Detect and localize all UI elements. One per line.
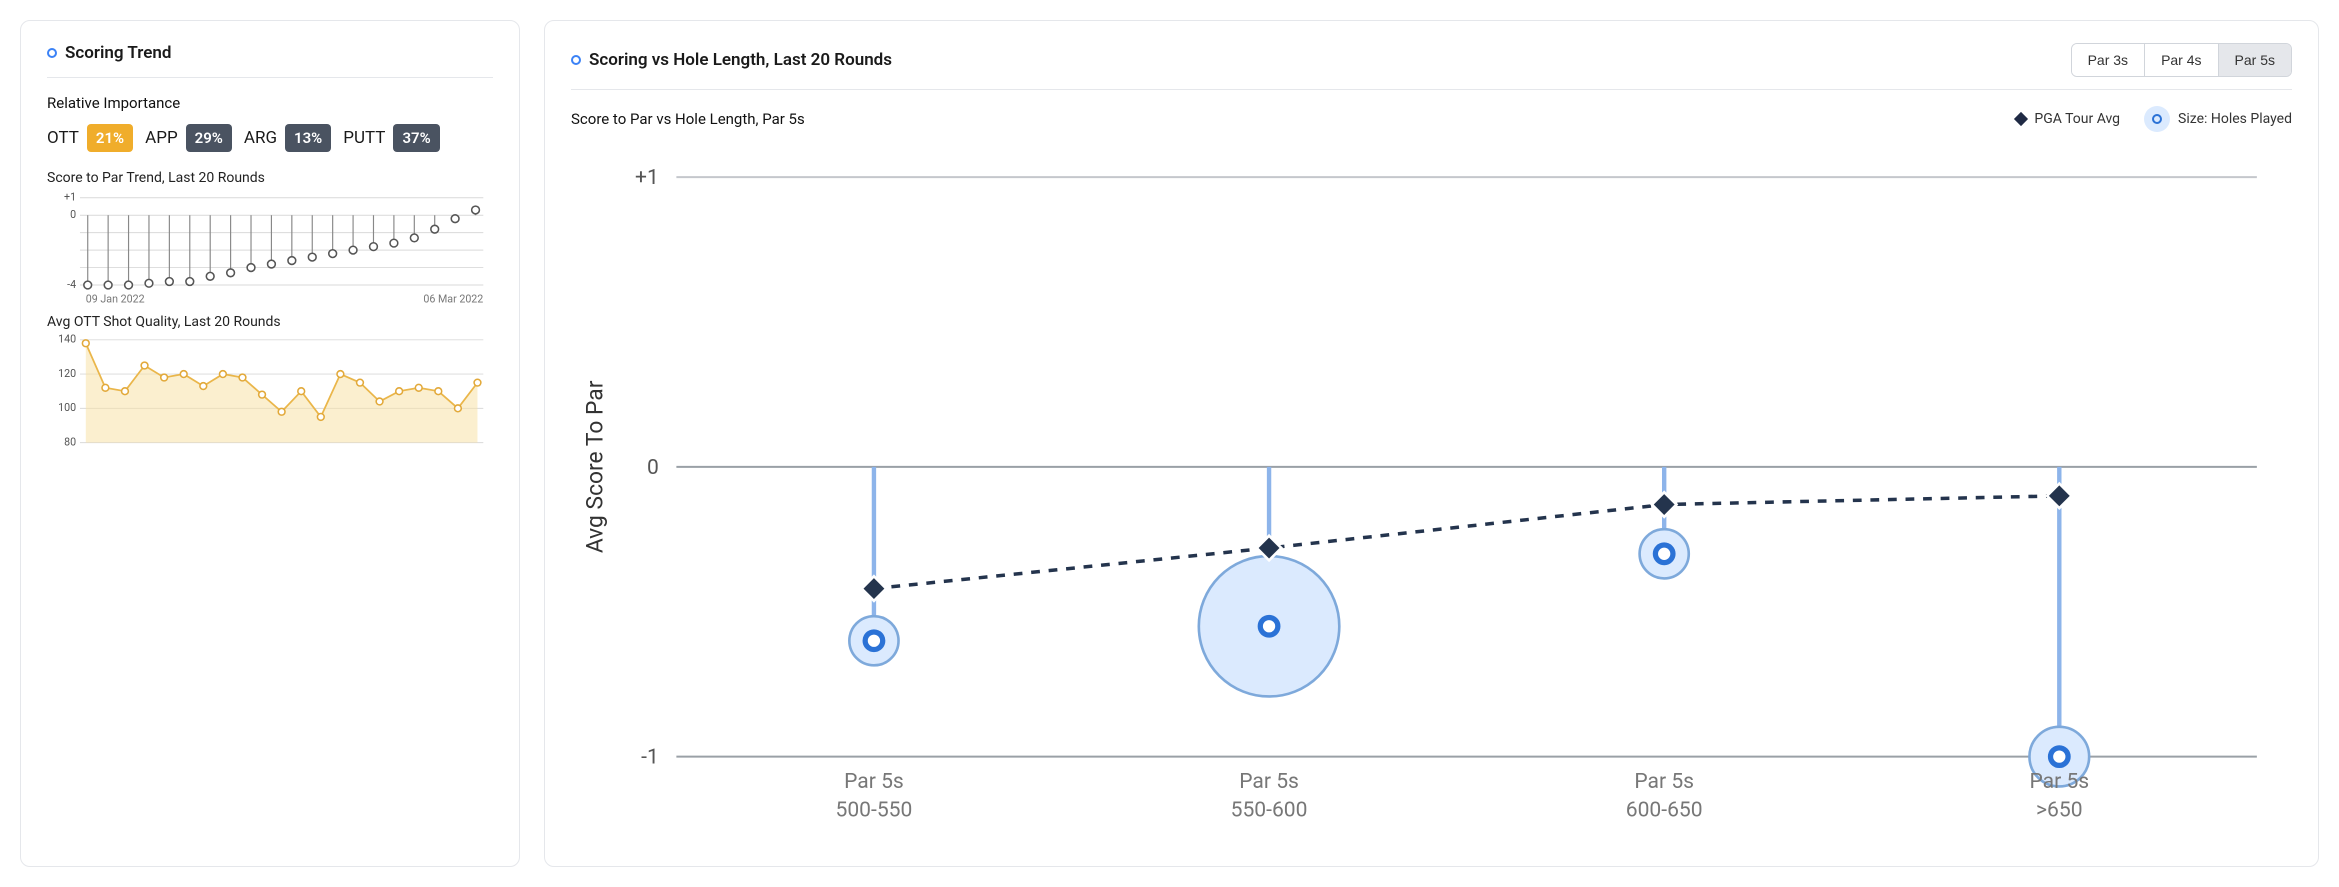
- importance-item: ARG 13%: [244, 124, 331, 152]
- diamond-icon: [2014, 112, 2028, 126]
- legend: PGA Tour Avg Size: Holes Played: [2016, 106, 2292, 132]
- svg-text:600-650: 600-650: [1626, 797, 1703, 822]
- par-tab[interactable]: Par 5s: [2218, 44, 2291, 76]
- chart-subtitle: Score to Par vs Hole Length, Par 5s: [571, 110, 805, 128]
- par-tab-group: Par 3sPar 4sPar 5s: [2071, 43, 2292, 77]
- legend-size: Size: Holes Played: [2144, 106, 2292, 132]
- par-tab[interactable]: Par 4s: [2144, 44, 2217, 76]
- right-header: Scoring vs Hole Length, Last 20 Rounds P…: [571, 43, 2292, 77]
- svg-text:-4: -4: [67, 278, 76, 291]
- importance-item: APP 29%: [145, 124, 232, 152]
- bullet-icon: [571, 55, 581, 65]
- divider: [571, 89, 2292, 90]
- svg-text:140: 140: [58, 334, 76, 346]
- svg-text:-1: -1: [641, 745, 659, 770]
- importance-label: ARG: [244, 128, 277, 148]
- panel-title-text: Scoring vs Hole Length, Last 20 Rounds: [589, 50, 892, 70]
- legend-pga: PGA Tour Avg: [2016, 111, 2120, 127]
- importance-badge: 37%: [393, 124, 439, 152]
- svg-text:Par 5s: Par 5s: [844, 769, 904, 794]
- svg-text:Par 5s: Par 5s: [1634, 769, 1694, 794]
- panel-title-text: Scoring Trend: [65, 43, 171, 63]
- trend-chart-title: Score to Par Trend, Last 20 Rounds: [47, 170, 493, 186]
- svg-text:Par 5s: Par 5s: [2029, 769, 2089, 794]
- scoring-trend-panel: Scoring Trend Relative Importance OTT 21%…: [20, 20, 520, 867]
- svg-text:100: 100: [58, 402, 76, 415]
- svg-text:06 Mar 2022: 06 Mar 2022: [423, 292, 483, 305]
- panel-title-left: Scoring Trend: [47, 43, 493, 63]
- svg-text:+1: +1: [635, 165, 659, 190]
- hole-length-panel: Scoring vs Hole Length, Last 20 Rounds P…: [544, 20, 2319, 867]
- score-to-par-trend-chart: +1 0 -4 09 Jan 2022 06 Mar 2022: [47, 190, 493, 306]
- importance-label: OTT: [47, 128, 79, 148]
- svg-text:500-550: 500-550: [836, 797, 913, 822]
- importance-badge: 21%: [87, 124, 133, 152]
- ott-chart-title: Avg OTT Shot Quality, Last 20 Rounds: [47, 314, 493, 330]
- legend-pga-label: PGA Tour Avg: [2034, 111, 2120, 127]
- importance-item: PUTT 37%: [343, 124, 439, 152]
- score-vs-length-chart: -1 0 +1 Avg Score To Par Par 5s 500-550 Par 5s…: [571, 142, 2292, 844]
- svg-text:+1: +1: [64, 191, 76, 204]
- svg-text:120: 120: [58, 367, 76, 380]
- importance-badge: 13%: [285, 124, 331, 152]
- svg-text:>650: >650: [2036, 797, 2083, 822]
- svg-text:Par 5s: Par 5s: [1239, 769, 1299, 794]
- panel-title-right: Scoring vs Hole Length, Last 20 Rounds: [571, 50, 892, 70]
- svg-text:80: 80: [64, 436, 76, 449]
- importance-heading: Relative Importance: [47, 94, 493, 112]
- ott-quality-chart: 80 100 120 140: [47, 334, 493, 450]
- divider: [47, 77, 493, 78]
- legend-size-label: Size: Holes Played: [2178, 111, 2292, 127]
- par-tab[interactable]: Par 3s: [2072, 44, 2144, 76]
- svg-text:0: 0: [70, 208, 76, 221]
- importance-label: PUTT: [343, 128, 385, 148]
- svg-text:Avg Score To Par: Avg Score To Par: [582, 380, 609, 553]
- svg-text:09 Jan 2022: 09 Jan 2022: [86, 292, 145, 305]
- svg-text:550-600: 550-600: [1231, 797, 1308, 822]
- importance-badge: 29%: [186, 124, 232, 152]
- subtitle-row: Score to Par vs Hole Length, Par 5s PGA …: [571, 106, 2292, 132]
- bullet-icon: [47, 48, 57, 58]
- importance-item: OTT 21%: [47, 124, 133, 152]
- svg-text:0: 0: [647, 455, 659, 480]
- importance-label: APP: [145, 128, 178, 148]
- importance-row: OTT 21% APP 29% ARG 13% PUTT 37%: [47, 124, 493, 152]
- bubble-icon: [2144, 106, 2170, 132]
